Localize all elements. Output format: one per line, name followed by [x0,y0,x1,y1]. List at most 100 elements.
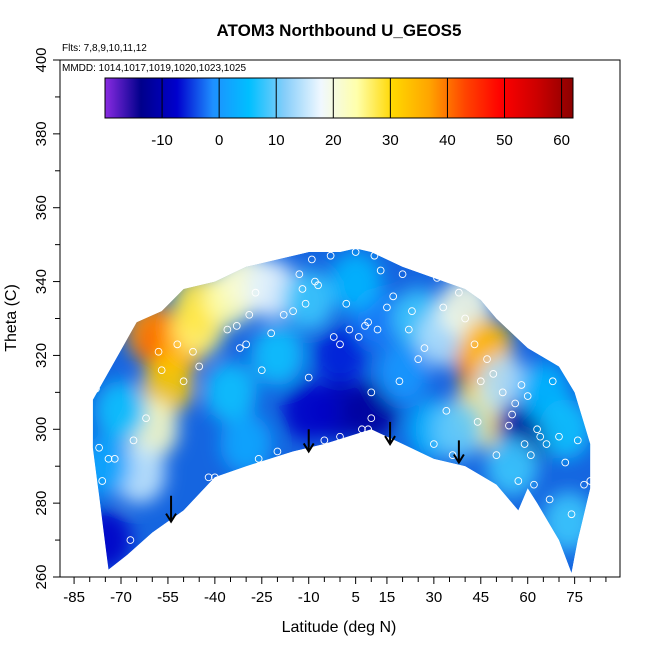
observation-point [354,333,363,341]
observation-point [289,307,297,315]
observation-point [295,270,304,279]
value-field-cell [282,380,335,441]
observation-point [314,281,322,290]
observation-point [442,406,451,415]
observation-point [358,425,366,434]
arrow-head [384,435,396,446]
value-field-cell [542,491,591,552]
observation-point [223,325,232,334]
observation-point [211,473,219,482]
observation-point [142,414,150,423]
observation-point [492,451,501,459]
value-field-cell [92,436,132,497]
y-axis: 260 280 300 320 340 360 380 400 [33,47,60,590]
observation-point [508,410,516,419]
observation-point [420,344,429,352]
observation-point [373,325,382,334]
observation-point [586,477,595,485]
observation-point [251,288,260,297]
colorbar-tick-label: 40 [439,132,456,149]
observation-point [573,436,582,445]
observation-point [473,418,482,426]
value-field-cell [314,325,366,386]
observation-point [383,303,391,312]
value-field-cell [204,362,257,423]
observation-point [489,370,498,378]
value-field-cell [539,399,591,460]
colorbar-tick-label: 60 [553,132,570,149]
x-tick-label: -85 [63,589,85,606]
observation-point [204,473,213,482]
observation-point [307,255,316,264]
y-tick-label: 380 [33,121,50,146]
value-field-cell [251,325,304,386]
observation-point [195,362,204,371]
x-axis-title: Latitude (deg N) [282,619,397,636]
colorbar-bar [104,77,574,119]
observation-points [92,248,601,578]
observation-point [567,510,576,519]
observation-point [592,440,601,448]
y-tick-label: 320 [33,343,50,368]
value-field-cell [282,270,335,331]
arrow-head [453,453,465,465]
colorbar-ticks: -10 0 10 20 30 40 50 60 [151,78,570,149]
arrow-head [165,513,177,524]
observation-point [455,288,463,297]
value-field-cell [92,510,132,571]
observation-point [245,310,254,319]
observation-point [301,299,310,308]
observation-point [430,440,438,448]
observation-point [364,318,373,327]
observation-point [433,274,441,282]
y-axis-title: Theta (C) [3,284,20,352]
value-field-cell [486,436,539,497]
observation-point [555,432,563,441]
observation-point [126,536,135,544]
observation-point [189,347,197,356]
observation-point [511,399,520,408]
observation-point [464,277,473,286]
observation-point [257,366,266,375]
observation-point [376,266,385,275]
observation-point [304,373,313,382]
colorbar-tick-label: -10 [151,132,173,149]
observation-point [267,329,276,338]
y-tick-label: 360 [33,195,50,220]
x-axis: -85 -70 -55 -40 -25 -10 5 15 30 45 60 75 [63,577,607,606]
data-region [92,248,591,574]
observation-point [505,421,513,430]
observation-point [98,477,107,485]
colorbar-tick-label: 30 [382,132,399,149]
observation-point [117,562,125,570]
x-tick-label: -10 [298,589,320,606]
observation-point [342,299,351,308]
observation-point [179,377,188,386]
value-field-cell [95,380,148,441]
chart-title: ATOM3 Northbound U_GEOS5 [217,21,462,40]
observation-point [336,340,344,349]
colorbar: -10 0 10 20 30 40 50 60 [104,77,574,149]
observation-point [548,377,557,386]
observation-point [173,340,182,349]
x-tick-label: -55 [157,589,179,606]
observation-point [242,340,250,349]
observation-point [92,384,100,393]
observation-point [395,377,404,386]
observation-point [448,451,457,459]
observation-point [517,381,526,389]
observation-point [404,325,413,334]
plot-area [92,248,601,578]
observation-point [329,333,338,341]
value-field-cell [220,414,273,475]
observation-point [298,285,307,293]
observation-point [110,454,119,463]
observation-point [157,366,166,375]
observation-point [389,292,398,301]
value-field-cell [329,251,382,312]
observation-point [536,432,545,441]
colorbar-tick-label: 10 [268,132,285,149]
flights-annotation: Flts: 7,8,9,10,11,12 [62,43,147,54]
observation-point [408,307,416,315]
observation-point [367,414,376,423]
